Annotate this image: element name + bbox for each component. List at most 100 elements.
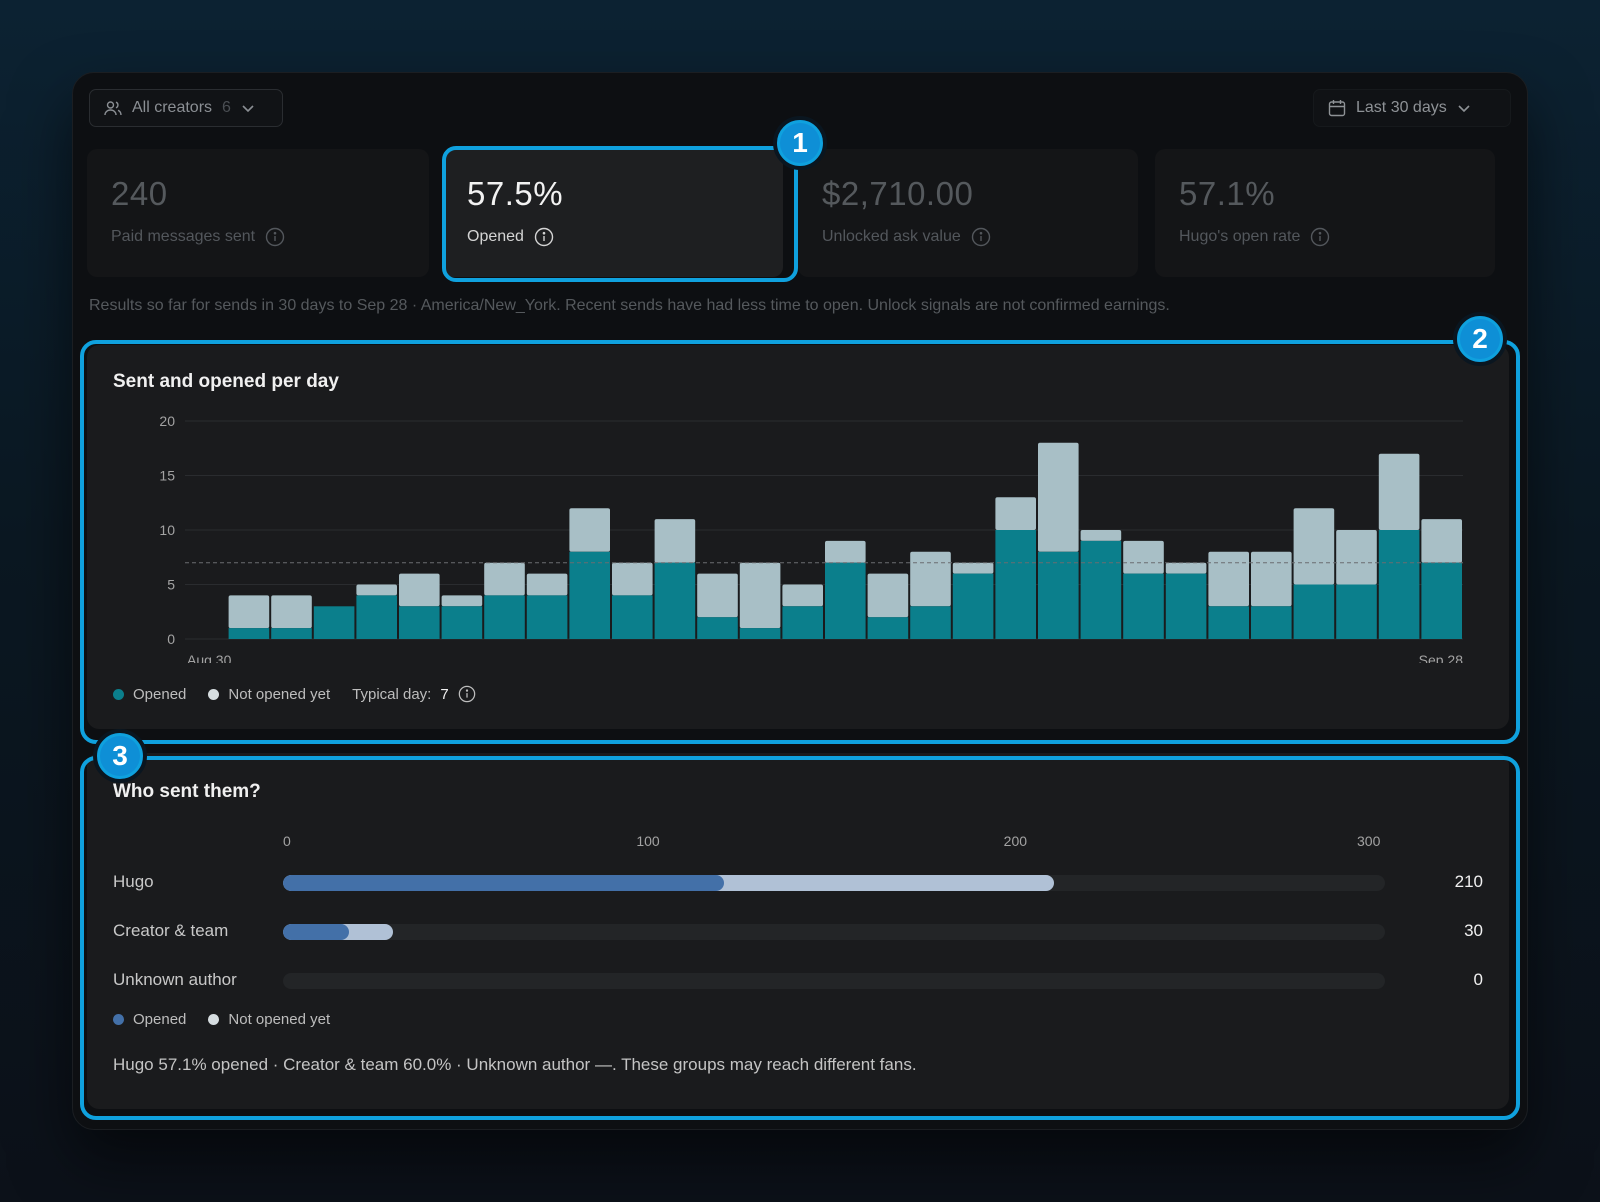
author-row-label: Hugo [113, 872, 154, 891]
daily-chart-card: Sent and opened per day 0 5 10 15 20 Aug 30 Se… [87, 345, 1509, 729]
bar-not-opened [782, 584, 823, 607]
bar-opened [1208, 606, 1249, 639]
bar-not-opened [228, 595, 270, 629]
info-icon[interactable] [534, 227, 554, 247]
bar-not-opened [910, 551, 951, 607]
bar-opened [1378, 530, 1420, 639]
creators-count: 6 [222, 99, 231, 116]
bar-opened [313, 606, 355, 639]
legend-label: Not opened yet [228, 685, 331, 703]
date-range-button[interactable]: Last 30 days [1313, 89, 1511, 127]
author-legend: Opened Not opened yet [113, 1011, 330, 1028]
bar-not-opened [484, 562, 525, 596]
bar-opened [569, 551, 610, 639]
author-row-total: 0 [1473, 970, 1483, 989]
dashboard-panel: All creators 6 Last 30 days 240 Paid mes… [72, 72, 1528, 1130]
step-badge-3: 3 [93, 729, 147, 783]
x-tick-label: 200 [1003, 833, 1028, 849]
stat-value: $2,710.00 [822, 175, 974, 212]
daily-bar-chart: 0 5 10 15 20 Aug 30 Sep 28 [159, 413, 1464, 663]
stat-paid-messages-sent[interactable]: 240 Paid messages sent [87, 149, 429, 277]
creators-filter-button[interactable]: All creators 6 [89, 89, 283, 127]
y-tick-label: 15 [159, 468, 175, 484]
bar-not-opened [1123, 540, 1164, 574]
stat-hugo-open-rate[interactable]: 57.1% Hugo's open rate [1155, 149, 1495, 277]
date-range-label: Last 30 days [1356, 99, 1447, 116]
bar-opened [1165, 573, 1207, 639]
typical-day-label: Typical day: [352, 685, 432, 703]
info-icon[interactable] [1310, 227, 1330, 247]
bar-not-opened [1080, 530, 1122, 541]
bar-not-opened [697, 573, 738, 618]
bar-opened [283, 924, 350, 940]
bar-opened [228, 628, 270, 639]
bar-not-opened [271, 595, 312, 629]
bar-not-opened [1378, 453, 1420, 530]
bar-opened [952, 573, 994, 639]
x-start-label: Aug 30 [187, 652, 232, 663]
bar-opened [654, 562, 696, 639]
y-tick-label: 5 [167, 577, 175, 593]
chevron-down-icon [1457, 103, 1471, 113]
stat-label: Paid messages sent [111, 228, 256, 245]
bar-not-opened [1208, 551, 1249, 607]
legend-not-opened: Not opened yet [208, 686, 330, 703]
bar-not-opened [739, 562, 781, 629]
bar-not-opened [526, 573, 568, 596]
x-tick-label: 100 [636, 833, 660, 849]
bar-opened [484, 595, 525, 639]
legend-opened: Opened [113, 686, 186, 703]
bar-opened [697, 617, 738, 639]
legend-dot-not-opened [208, 1014, 220, 1025]
x-tick-label: 300 [1357, 833, 1381, 849]
bar-opened [271, 628, 312, 639]
bar-not-opened [1165, 562, 1207, 574]
info-icon[interactable] [265, 227, 285, 247]
stat-unlocked-ask-value[interactable]: $2,710.00 Unlocked ask value [798, 149, 1138, 277]
legend-not-opened: Not opened yet [208, 1011, 330, 1028]
stat-label: Unlocked ask value [822, 228, 961, 245]
legend-label: Opened [133, 685, 187, 703]
bar-opened [867, 617, 909, 639]
bar-opened [1251, 606, 1292, 639]
legend-dot-opened [113, 688, 124, 700]
card-title: Sent and opened per day [113, 371, 339, 392]
calendar-icon [1328, 99, 1346, 117]
bar-not-opened [1251, 551, 1292, 607]
stat-label: Hugo's open rate [1179, 228, 1301, 245]
stat-opened[interactable]: 57.5% Opened [443, 149, 783, 277]
creators-filter-label: All creators [132, 99, 213, 116]
bar-opened [1038, 551, 1079, 639]
legend-label: Not opened yet [228, 1011, 331, 1028]
bar-opened [910, 606, 951, 639]
who-sent-card: Who sent them? 0 100 200 300 Hugo 210 Creator… [87, 753, 1509, 1109]
step-badge-2: 2 [1453, 312, 1507, 366]
info-icon[interactable] [971, 227, 991, 247]
stat-value: 57.5% [467, 175, 564, 212]
bar-not-opened [867, 573, 909, 618]
bar-not-opened [825, 540, 866, 563]
x-end-label: Sep 28 [1419, 652, 1464, 663]
bar-opened [1421, 562, 1462, 639]
bar-opened [739, 628, 781, 639]
stat-value: 57.1% [1179, 175, 1276, 212]
bar-not-opened [1293, 508, 1335, 585]
bar-not-opened [1421, 519, 1462, 563]
bar-not-opened [356, 584, 397, 596]
y-tick-label: 0 [167, 631, 175, 647]
bar-opened [1293, 584, 1335, 639]
bar-not-opened [1336, 530, 1377, 585]
author-row-label: Unknown author [113, 970, 237, 989]
bar-not-opened [995, 497, 1036, 530]
y-tick-label: 10 [159, 522, 175, 538]
legend-opened: Opened [113, 1011, 186, 1028]
step-badge-1: 1 [773, 116, 827, 170]
bar-not-opened [1038, 442, 1079, 552]
info-icon[interactable] [458, 685, 476, 703]
stat-value: 240 [111, 175, 168, 212]
bar-not-opened [441, 595, 483, 607]
bar-opened [283, 875, 724, 891]
bar-opened [1336, 584, 1377, 639]
bar-opened [1080, 540, 1122, 639]
users-icon [104, 100, 122, 116]
